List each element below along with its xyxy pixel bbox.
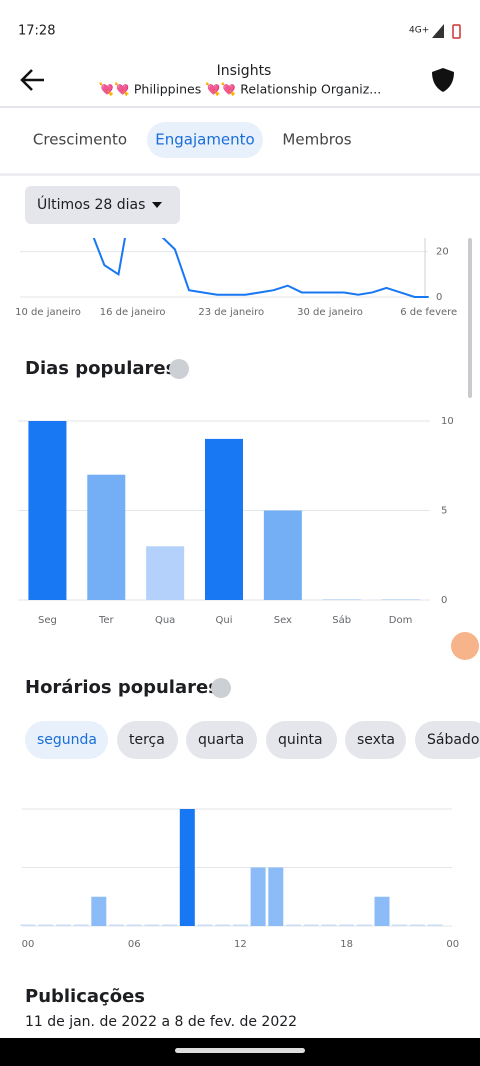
bar bbox=[409, 924, 425, 926]
tab[interactable]: Membros bbox=[282, 131, 351, 149]
x-tick-label: Qui bbox=[216, 615, 233, 626]
info-icon[interactable] bbox=[211, 678, 231, 698]
bar bbox=[215, 924, 231, 926]
dropdown-arrow bbox=[152, 202, 162, 208]
status-time: 17:28 bbox=[18, 24, 55, 39]
bar bbox=[91, 896, 107, 926]
bar bbox=[374, 896, 390, 926]
day-chip-label[interactable]: Sábado bbox=[427, 732, 479, 748]
bar bbox=[109, 924, 124, 926]
day-chip-label[interactable]: quarta bbox=[198, 732, 244, 748]
section-title: Publicações bbox=[25, 986, 145, 1007]
signal-icon bbox=[432, 24, 444, 38]
x-tick-label: 6 de fevere bbox=[400, 307, 457, 318]
x-tick-label: 06 bbox=[128, 939, 141, 950]
bar bbox=[28, 421, 67, 600]
y-tick-label: 20 bbox=[436, 247, 449, 258]
date-filter-label: Últimos 28 dias bbox=[37, 195, 145, 213]
x-tick-label: 00 bbox=[446, 939, 459, 950]
x-tick-label: Dom bbox=[389, 615, 413, 626]
bar bbox=[38, 924, 54, 926]
bar bbox=[162, 924, 178, 926]
x-tick-label: 18 bbox=[340, 939, 353, 950]
y-tick-label: 10 bbox=[441, 416, 454, 427]
bar bbox=[427, 924, 443, 926]
bar bbox=[146, 546, 185, 600]
home-indicator[interactable] bbox=[175, 1048, 305, 1053]
date-filter[interactable] bbox=[25, 186, 180, 224]
x-tick-label: Qua bbox=[155, 615, 175, 626]
x-tick-label: 30 de janeiro bbox=[297, 307, 363, 318]
day-chip[interactable] bbox=[117, 721, 178, 759]
bar bbox=[205, 438, 243, 600]
day-chip[interactable] bbox=[266, 721, 337, 759]
bar bbox=[20, 924, 36, 926]
bar bbox=[268, 867, 284, 926]
header-subtitle: 💘💘 Philippines 💘💘 Relationship Organiz..… bbox=[99, 82, 381, 97]
x-tick-label: Ter bbox=[98, 615, 115, 626]
bar bbox=[322, 599, 361, 600]
day-chip-label[interactable]: segunda bbox=[37, 732, 97, 748]
bar bbox=[356, 924, 372, 926]
battery-icon bbox=[452, 24, 461, 39]
x-tick-label: 00 bbox=[22, 939, 35, 950]
info-icon[interactable] bbox=[169, 359, 189, 379]
day-chip[interactable] bbox=[345, 721, 406, 759]
scrollbar bbox=[468, 238, 472, 398]
x-tick-label: 23 de janeiro bbox=[198, 307, 264, 318]
bar bbox=[73, 924, 89, 926]
day-chip-label[interactable]: sexta bbox=[357, 732, 395, 748]
tab[interactable]: Engajamento bbox=[155, 131, 254, 149]
bar bbox=[321, 924, 337, 926]
bar bbox=[179, 809, 195, 926]
y-tick-label: 5 bbox=[441, 506, 447, 517]
bar bbox=[55, 924, 71, 926]
x-tick-label: 12 bbox=[234, 939, 247, 950]
divider bbox=[0, 106, 480, 108]
divider bbox=[0, 173, 480, 176]
section-title: Horários populares bbox=[25, 677, 219, 698]
section-title: Dias populares bbox=[25, 358, 176, 379]
line-series bbox=[92, 238, 429, 298]
bar bbox=[197, 924, 213, 926]
admin-icon[interactable] bbox=[432, 68, 454, 92]
y-tick-label: 0 bbox=[441, 595, 447, 606]
x-tick-label: Seg bbox=[38, 615, 57, 626]
day-chip[interactable] bbox=[25, 721, 108, 759]
bar bbox=[286, 924, 301, 926]
bar bbox=[263, 510, 302, 600]
bar bbox=[144, 924, 160, 926]
x-tick-label: Sex bbox=[274, 615, 292, 626]
header-title: Insights bbox=[217, 63, 272, 79]
x-tick-label: Sáb bbox=[332, 614, 351, 626]
bar bbox=[232, 924, 248, 926]
back-button[interactable] bbox=[20, 69, 44, 91]
bar bbox=[126, 924, 142, 926]
day-chip[interactable] bbox=[186, 721, 257, 759]
bar bbox=[87, 474, 126, 600]
x-tick-label: 10 de janeiro bbox=[15, 307, 81, 318]
bar bbox=[381, 599, 420, 600]
day-chip-label[interactable]: quinta bbox=[278, 732, 323, 748]
bar bbox=[250, 867, 266, 926]
bar bbox=[339, 924, 355, 926]
status-network: 4G+ bbox=[409, 26, 429, 36]
tab-active-bg[interactable] bbox=[147, 122, 263, 158]
y-tick-label: 0 bbox=[436, 292, 442, 303]
date-range: 11 de jan. de 2022 a 8 de fev. de 2022 bbox=[25, 1014, 297, 1030]
day-chip-label[interactable]: terça bbox=[129, 732, 165, 748]
bar bbox=[392, 924, 408, 926]
floating-button[interactable] bbox=[451, 632, 479, 660]
x-tick-label: 16 de janeiro bbox=[100, 307, 166, 318]
tab[interactable]: Crescimento bbox=[33, 131, 127, 149]
bar bbox=[303, 924, 319, 926]
day-chip[interactable] bbox=[415, 721, 480, 759]
